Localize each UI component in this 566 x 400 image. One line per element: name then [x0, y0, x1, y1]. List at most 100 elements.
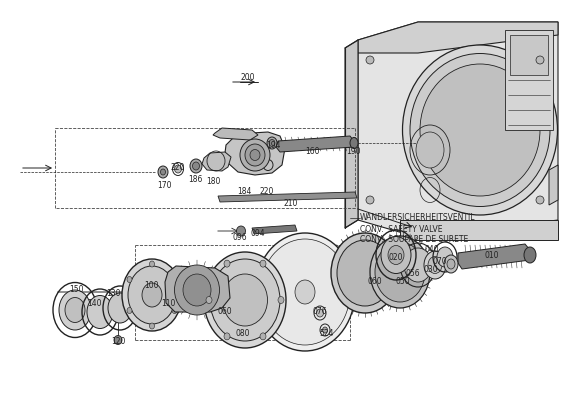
Text: 150: 150 — [68, 284, 83, 294]
Ellipse shape — [161, 169, 165, 175]
Ellipse shape — [172, 276, 177, 282]
Ellipse shape — [536, 196, 544, 204]
Ellipse shape — [350, 138, 358, 148]
Ellipse shape — [402, 45, 558, 215]
Ellipse shape — [174, 165, 182, 173]
Polygon shape — [252, 225, 297, 234]
Ellipse shape — [206, 296, 212, 304]
Polygon shape — [213, 128, 258, 140]
Ellipse shape — [337, 240, 393, 306]
Ellipse shape — [183, 274, 211, 306]
Ellipse shape — [158, 166, 168, 178]
Ellipse shape — [87, 296, 113, 328]
Ellipse shape — [204, 252, 286, 348]
Ellipse shape — [375, 242, 425, 302]
Ellipse shape — [245, 144, 265, 166]
Ellipse shape — [250, 150, 260, 160]
Text: 056: 056 — [406, 268, 421, 278]
Ellipse shape — [127, 308, 132, 314]
Text: 140: 140 — [87, 298, 101, 308]
Ellipse shape — [388, 246, 404, 264]
Text: 186: 186 — [188, 174, 202, 184]
Ellipse shape — [366, 196, 374, 204]
Text: 210: 210 — [284, 200, 298, 208]
Ellipse shape — [114, 336, 122, 344]
Ellipse shape — [267, 137, 277, 149]
Text: 200: 200 — [241, 72, 255, 82]
Text: 180: 180 — [206, 178, 220, 186]
Ellipse shape — [149, 261, 155, 267]
Text: CONV.  SAFETY VALVE: CONV. SAFETY VALVE — [360, 224, 443, 234]
Ellipse shape — [437, 247, 453, 267]
Text: 096: 096 — [233, 232, 247, 242]
Text: 094: 094 — [251, 228, 265, 238]
Ellipse shape — [127, 276, 132, 282]
Text: 194: 194 — [266, 140, 280, 150]
Ellipse shape — [428, 256, 442, 274]
Ellipse shape — [174, 265, 220, 315]
Text: 030: 030 — [424, 266, 438, 274]
Text: 190: 190 — [346, 148, 360, 156]
Polygon shape — [218, 192, 357, 202]
Text: 040: 040 — [424, 244, 439, 254]
Ellipse shape — [331, 233, 399, 313]
Text: 076: 076 — [312, 308, 327, 316]
Ellipse shape — [295, 280, 315, 304]
Text: 050: 050 — [396, 276, 410, 286]
Text: 070: 070 — [432, 258, 447, 266]
Ellipse shape — [237, 226, 246, 236]
Polygon shape — [276, 136, 354, 152]
Ellipse shape — [59, 290, 91, 330]
Text: 100: 100 — [144, 280, 158, 290]
Text: 120: 120 — [111, 336, 125, 346]
Bar — [510, 35, 548, 75]
Text: 110: 110 — [161, 298, 175, 308]
Ellipse shape — [192, 162, 199, 170]
Ellipse shape — [323, 327, 328, 333]
Ellipse shape — [149, 323, 155, 329]
Text: 220: 220 — [171, 164, 185, 172]
Ellipse shape — [172, 308, 177, 314]
Ellipse shape — [122, 259, 182, 331]
Text: WANDLERSICHERHEITSVENTIL: WANDLERSICHERHEITSVENTIL — [360, 214, 475, 222]
Text: 010: 010 — [484, 250, 499, 260]
Text: 160: 160 — [305, 146, 319, 156]
Text: 130: 130 — [106, 288, 120, 298]
Ellipse shape — [142, 283, 162, 307]
Ellipse shape — [404, 248, 432, 282]
Text: 060: 060 — [218, 308, 232, 316]
Polygon shape — [165, 266, 230, 312]
Ellipse shape — [370, 236, 430, 308]
Ellipse shape — [366, 56, 374, 64]
Text: 060: 060 — [368, 276, 382, 286]
Text: 184: 184 — [237, 186, 251, 196]
Ellipse shape — [260, 333, 266, 340]
Ellipse shape — [524, 247, 536, 263]
Ellipse shape — [536, 56, 544, 64]
Ellipse shape — [190, 159, 202, 173]
Ellipse shape — [416, 132, 444, 168]
Ellipse shape — [255, 233, 355, 351]
Bar — [505, 30, 553, 130]
Ellipse shape — [447, 259, 455, 269]
Ellipse shape — [108, 293, 132, 323]
Text: 020: 020 — [389, 254, 403, 262]
Ellipse shape — [316, 309, 324, 317]
Ellipse shape — [444, 255, 458, 273]
Ellipse shape — [65, 298, 85, 322]
Polygon shape — [458, 244, 530, 269]
Text: 524: 524 — [320, 328, 335, 338]
Polygon shape — [358, 22, 558, 53]
Ellipse shape — [224, 333, 230, 340]
Text: CONV.  SOUPAPE DE SURETE: CONV. SOUPAPE DE SURETE — [360, 236, 468, 244]
Ellipse shape — [420, 64, 540, 196]
Polygon shape — [400, 220, 558, 240]
Polygon shape — [358, 22, 558, 238]
Text: 080: 080 — [236, 328, 250, 338]
Polygon shape — [345, 40, 358, 228]
Ellipse shape — [128, 266, 176, 324]
Ellipse shape — [224, 260, 230, 267]
Ellipse shape — [410, 54, 550, 206]
Ellipse shape — [222, 274, 268, 326]
Polygon shape — [202, 152, 231, 171]
